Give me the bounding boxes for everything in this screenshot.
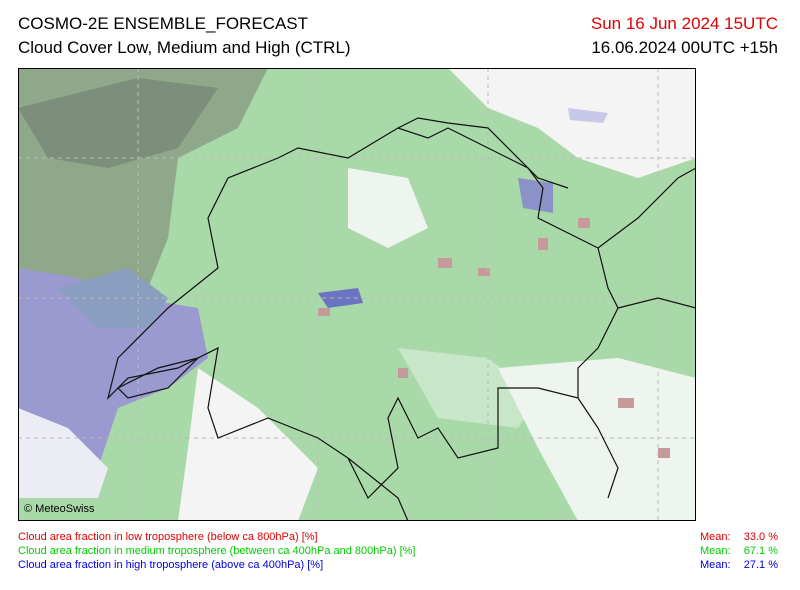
- mean-value: 67.1 %: [743, 545, 778, 557]
- cloud-field: [18, 68, 696, 521]
- mean-value: 27.1 %: [743, 559, 778, 571]
- mean-label: Mean:: [700, 559, 731, 571]
- mean-value: 33.0 %: [743, 531, 778, 543]
- title: COSMO-2E ENSEMBLE_FORECAST: [18, 14, 309, 33]
- copyright: © MeteoSwiss: [24, 503, 95, 515]
- map: © MeteoSwiss: [18, 68, 696, 521]
- run-time: 16.06.2024 00UTC +15h: [591, 38, 778, 57]
- valid-time: Sun 16 Jun 2024 15UTC: [590, 14, 778, 33]
- borders: [106, 117, 696, 521]
- subtitle: Cloud Cover Low, Medium and High (CTRL): [18, 38, 351, 57]
- graticule: [18, 68, 696, 521]
- map-frame: [18, 68, 696, 521]
- mean-label: Mean:: [700, 531, 731, 543]
- legend-medium: Cloud area fraction in medium tropospher…: [18, 545, 416, 557]
- mean-label: Mean:: [700, 545, 731, 557]
- legend-low: Cloud area fraction in low troposphere (…: [18, 531, 318, 543]
- legend-high: Cloud area fraction in high troposphere …: [18, 559, 324, 571]
